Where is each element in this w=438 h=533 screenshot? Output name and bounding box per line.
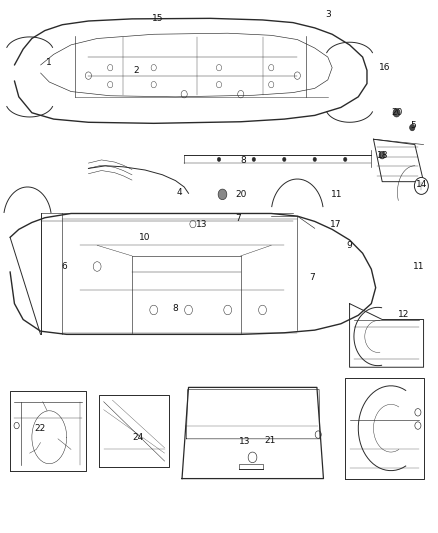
Circle shape (410, 124, 415, 131)
Circle shape (414, 177, 428, 195)
Text: 11: 11 (331, 190, 342, 199)
Text: 17: 17 (330, 220, 341, 229)
Text: 9: 9 (347, 241, 353, 250)
Text: 5: 5 (410, 122, 416, 131)
Circle shape (313, 157, 317, 161)
Circle shape (218, 189, 227, 200)
Text: 21: 21 (265, 436, 276, 445)
Text: 7: 7 (310, 272, 315, 281)
Circle shape (217, 157, 221, 161)
Text: 20: 20 (391, 108, 402, 117)
Text: 6: 6 (62, 262, 67, 271)
Text: 13: 13 (239, 437, 251, 446)
Text: 2: 2 (134, 66, 139, 75)
Circle shape (252, 157, 255, 161)
Text: 12: 12 (398, 310, 410, 319)
Text: 8: 8 (240, 156, 246, 165)
Text: 3: 3 (325, 10, 331, 19)
Circle shape (379, 151, 385, 159)
Text: 10: 10 (139, 233, 151, 242)
Text: 16: 16 (378, 63, 390, 72)
Text: 7: 7 (236, 214, 241, 223)
Text: 11: 11 (413, 262, 425, 271)
Text: 4: 4 (177, 188, 183, 197)
Text: 13: 13 (196, 220, 207, 229)
Text: 14: 14 (416, 180, 427, 189)
Text: 18: 18 (376, 151, 388, 160)
Text: 1: 1 (46, 58, 52, 67)
Circle shape (283, 157, 286, 161)
Text: 8: 8 (173, 304, 178, 313)
Text: 15: 15 (152, 14, 164, 23)
Circle shape (393, 109, 400, 117)
Text: 20: 20 (235, 190, 247, 199)
Text: 24: 24 (133, 433, 144, 442)
Circle shape (343, 157, 347, 161)
Text: 22: 22 (34, 424, 45, 433)
